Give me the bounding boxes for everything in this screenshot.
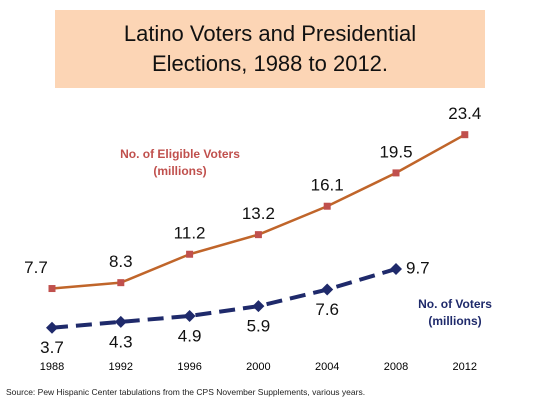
marker [46, 321, 58, 334]
data-label: 5.9 [247, 317, 271, 336]
marker [186, 250, 194, 258]
x-tick-label: 2000 [246, 361, 270, 373]
legend-label: No. of Voters (millions) [418, 297, 492, 328]
chart-title: Latino Voters and Presidential Elections… [55, 10, 485, 88]
data-label: 23.4 [448, 104, 481, 123]
data-label: 19.5 [379, 142, 412, 161]
marker [323, 202, 331, 210]
marker [48, 285, 56, 293]
marker [392, 169, 400, 177]
data-label: 4.3 [109, 332, 133, 351]
x-tick-label: 1992 [109, 361, 133, 373]
marker [390, 262, 402, 275]
x-tick-label: 2004 [315, 361, 339, 373]
data-label: 9.7 [406, 258, 430, 277]
x-tick-label: 2008 [384, 361, 408, 373]
x-tick-label: 2012 [453, 361, 477, 373]
data-label: 7.7 [24, 258, 48, 277]
x-tick-label: 1988 [40, 361, 64, 373]
data-label: 3.7 [40, 338, 64, 357]
marker [321, 283, 334, 296]
data-label: 11.2 [174, 224, 206, 243]
marker [252, 300, 265, 313]
data-label: 7.6 [315, 300, 339, 319]
marker [117, 279, 125, 287]
data-label: 8.3 [109, 252, 133, 271]
marker [254, 231, 262, 239]
x-tick-label: 1996 [177, 361, 201, 373]
marker [114, 315, 127, 328]
data-label: 16.1 [311, 176, 344, 195]
marker [183, 309, 196, 322]
legend-label: No. of Eligible Voters (millions) [120, 147, 240, 178]
line [51, 267, 397, 330]
data-label: 4.9 [178, 326, 202, 345]
marker [461, 131, 469, 139]
data-label: 13.2 [242, 204, 275, 223]
source-note: Source: Pew Hispanic Center tabulations … [6, 387, 366, 397]
